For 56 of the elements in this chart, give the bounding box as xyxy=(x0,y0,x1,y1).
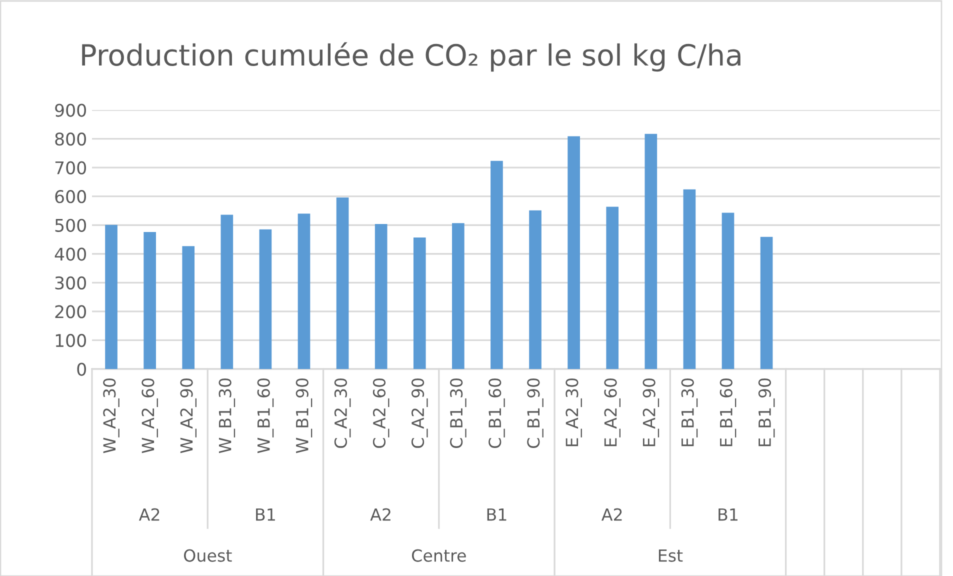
x-tick-label: E_B1_90 xyxy=(758,378,775,446)
x-tick-label: C_B1_30 xyxy=(450,378,466,448)
x-tick-label: C_A2_30 xyxy=(334,378,351,448)
bar xyxy=(374,224,388,369)
y-tick-label: 400 xyxy=(54,248,86,261)
y-tick-label: 300 xyxy=(55,276,86,290)
bar xyxy=(644,134,658,369)
text: Est xyxy=(658,549,683,562)
x-tick-label: E_A2_60 xyxy=(604,378,621,446)
y-tick-label: 0 xyxy=(77,362,86,376)
text: A2 xyxy=(138,508,160,521)
bar xyxy=(105,224,118,369)
text: A2 xyxy=(370,508,390,521)
bar xyxy=(529,210,542,369)
y-tick-label: 800 xyxy=(55,132,86,146)
y-tick-label: 100 xyxy=(56,334,86,348)
text: B1 xyxy=(718,508,738,521)
bar xyxy=(336,197,349,369)
bar xyxy=(722,212,734,369)
x-tick-label: W_A2_90 xyxy=(180,378,197,454)
x-tick-label: W_B1_60 xyxy=(257,378,274,454)
x-tick-label: E_B1_30 xyxy=(681,378,698,446)
x-tick-label: C_A2_60 xyxy=(372,378,390,448)
x-tick-label: C_B1_90 xyxy=(527,378,544,448)
bar xyxy=(182,246,195,369)
bar xyxy=(760,236,773,369)
bar xyxy=(606,206,619,369)
text: Centre xyxy=(412,549,466,562)
bar xyxy=(452,223,464,369)
bar xyxy=(144,232,156,369)
bar xyxy=(490,160,503,369)
x-tick-label: C_B1_60 xyxy=(488,378,505,448)
text: Ouest xyxy=(184,549,232,562)
x-tick-label: C_A2_90 xyxy=(411,378,428,448)
x-tick-label: W_A2_60 xyxy=(142,378,158,454)
bar xyxy=(298,214,310,369)
y-tick-label: 600 xyxy=(55,190,86,204)
bar xyxy=(413,237,426,369)
x-tick-label: W_B1_30 xyxy=(218,378,236,454)
x-tick-label: E_B1_60 xyxy=(720,378,736,446)
text: A2 xyxy=(601,508,622,521)
bar xyxy=(259,229,272,369)
text: B1 xyxy=(256,508,275,521)
chart-title: Production cumulée de CO₂ par le sol kg C/ha xyxy=(82,42,740,72)
y-tick-label: 700 xyxy=(55,161,86,174)
x-tick-label: W_A2_30 xyxy=(103,378,120,454)
text: B1 xyxy=(487,508,506,521)
y-tick-label: 900 xyxy=(55,104,86,117)
x-tick-label: E_A2_90 xyxy=(642,378,660,446)
bar xyxy=(220,214,234,369)
x-tick-label: W_B1_90 xyxy=(296,378,312,454)
bar xyxy=(568,136,580,369)
bar xyxy=(683,189,696,369)
y-tick-label: 200 xyxy=(55,305,86,318)
x-tick-label: E_A2_30 xyxy=(566,378,582,446)
y-tick-label: 500 xyxy=(55,218,86,232)
